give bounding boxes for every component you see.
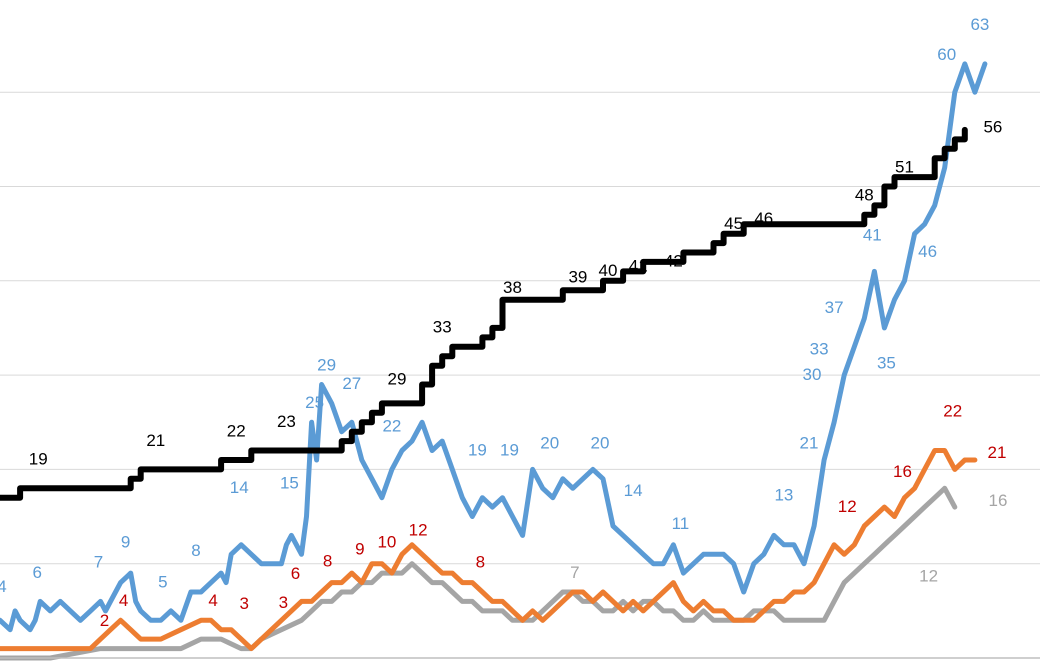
data-label: 20 — [591, 434, 610, 453]
data-label: 7 — [570, 563, 579, 582]
data-label: 11 — [672, 514, 690, 533]
data-label: 46 — [918, 242, 937, 261]
data-label: 22 — [943, 402, 962, 421]
data-label: 29 — [317, 355, 336, 374]
data-label: 60 — [937, 45, 956, 64]
data-label: 22 — [382, 417, 401, 436]
data-label: 12 — [919, 567, 938, 586]
data-label: 8 — [476, 553, 485, 572]
data-label: 41 — [863, 225, 882, 244]
data-label: 14 — [230, 478, 249, 497]
data-label: 63 — [970, 15, 989, 34]
data-label: 21 — [988, 443, 1007, 462]
data-label: 12 — [838, 497, 857, 516]
data-label: 6 — [32, 563, 41, 582]
data-label: 30 — [803, 365, 822, 384]
data-label: 3 — [239, 594, 248, 613]
data-label: 19 — [500, 440, 519, 459]
data-label: 16 — [989, 491, 1008, 510]
data-label: 19 — [468, 440, 487, 459]
data-label: 38 — [503, 278, 522, 297]
data-label: 4 — [0, 577, 7, 596]
data-label: 40 — [599, 261, 618, 280]
data-label: 37 — [825, 298, 844, 317]
data-label: 12 — [409, 520, 428, 539]
data-label: 10 — [377, 533, 396, 552]
series-line-black — [0, 126, 968, 501]
data-label: 19 — [29, 450, 48, 469]
data-label: 45 — [724, 214, 743, 233]
data-label: 41 — [629, 256, 648, 275]
data-label: 15 — [280, 473, 299, 492]
series-line-gray — [0, 485, 958, 661]
data-label: 21 — [146, 431, 165, 450]
data-label: 39 — [568, 268, 587, 287]
data-label: 4 — [119, 591, 128, 610]
data-label: 20 — [540, 434, 559, 453]
data-label: 14 — [624, 481, 643, 500]
data-label: 51 — [895, 157, 914, 176]
series-line-orange — [0, 448, 978, 652]
data-label: 8 — [323, 552, 332, 571]
data-label: 6 — [291, 564, 300, 583]
data-label: 5 — [158, 572, 167, 591]
data-label: 56 — [983, 118, 1002, 137]
data-label: 48 — [855, 186, 874, 205]
data-label: 21 — [800, 434, 819, 453]
series-lines — [0, 61, 988, 661]
data-label: 7 — [94, 553, 103, 572]
data-label: 27 — [342, 374, 361, 393]
data-label: 33 — [810, 339, 829, 358]
data-label: 33 — [433, 318, 452, 337]
data-label: 9 — [355, 539, 364, 558]
data-label: 46 — [754, 209, 773, 228]
data-label: 42 — [664, 252, 683, 271]
data-label: 25 — [305, 393, 324, 412]
data-label: 8 — [191, 541, 200, 560]
data-label: 2 — [100, 611, 109, 630]
data-label: 3 — [279, 593, 288, 612]
data-label: 13 — [774, 486, 793, 505]
data-label: 4 — [208, 591, 217, 610]
data-label: 9 — [121, 533, 130, 552]
data-label: 29 — [388, 370, 407, 389]
data-label: 23 — [277, 412, 296, 431]
data-label: 22 — [227, 421, 246, 440]
data-label: 35 — [877, 354, 896, 373]
data-label: 16 — [893, 462, 912, 481]
series-line-blue — [0, 61, 988, 633]
